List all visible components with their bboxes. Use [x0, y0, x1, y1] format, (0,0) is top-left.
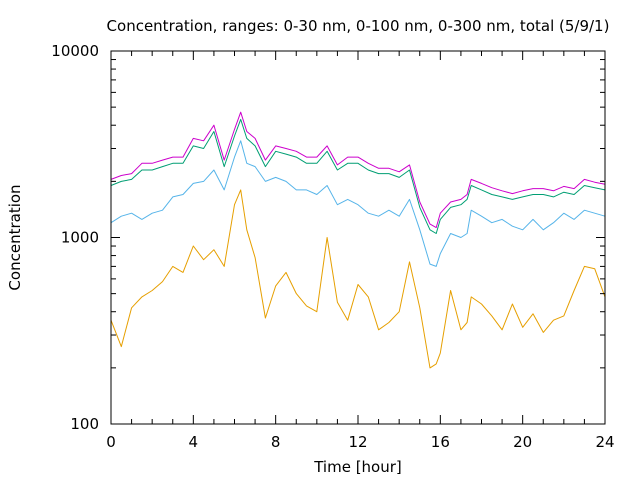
- series-line-1: [110, 189, 606, 369]
- y-tick-label: 10000: [51, 42, 99, 60]
- x-tick-label: 12: [348, 433, 367, 451]
- x-tick-label: 24: [595, 433, 614, 451]
- axis-ticks: [110, 50, 606, 425]
- y-axis-tick-labels: 100 1000 10000: [51, 42, 99, 433]
- series-line-4: [110, 111, 606, 229]
- x-tick-label: 0: [106, 433, 116, 451]
- plot-area-frame: [110, 50, 606, 425]
- series-line-2: [110, 140, 606, 267]
- x-axis-label: Time [hour]: [313, 458, 402, 476]
- x-tick-label: 4: [189, 433, 199, 451]
- x-tick-label: 8: [271, 433, 281, 451]
- x-axis-tick-labels: 0 4 8 12 16 20 24: [106, 433, 614, 451]
- series-layer: [110, 111, 606, 369]
- y-tick-label: 1000: [61, 229, 99, 247]
- x-tick-label: 16: [431, 433, 450, 451]
- chart-title: Concentration, ranges: 0-30 nm, 0-100 nm…: [107, 17, 610, 35]
- series-line-3: [110, 118, 606, 234]
- y-tick-label: 100: [70, 415, 99, 433]
- y-axis-label: Concentration: [6, 184, 24, 290]
- x-tick-label: 20: [513, 433, 532, 451]
